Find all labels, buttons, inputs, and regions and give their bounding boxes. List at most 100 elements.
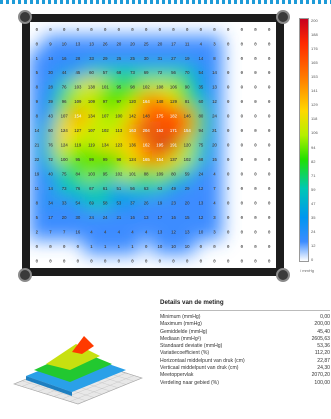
pressure-3d-thumbnail[interactable] bbox=[8, 306, 146, 406]
sensor-value: 14 bbox=[48, 186, 53, 191]
sensor-value: 127 bbox=[74, 128, 82, 133]
sensor-value: 0 bbox=[200, 244, 203, 249]
sensor-value: 63 bbox=[157, 186, 162, 191]
color-scale-tick: 47 bbox=[311, 201, 315, 206]
sensor-value: 20 bbox=[185, 200, 190, 205]
sensor-value: 56 bbox=[171, 70, 176, 75]
sensor-value: 113 bbox=[115, 128, 122, 133]
sensor-value: 0 bbox=[254, 114, 257, 119]
details-label: Maximum (mmHg) bbox=[160, 321, 202, 328]
sensor-value: 75 bbox=[198, 143, 203, 148]
details-title: Details van de meting bbox=[160, 299, 224, 306]
color-scale-tick: 0 bbox=[311, 257, 313, 262]
sensor-value: 76 bbox=[48, 143, 53, 148]
sensor-value: 182 bbox=[170, 114, 178, 119]
sensor-value: 0 bbox=[227, 157, 230, 162]
details-label: Variatiecoefficient (%) bbox=[160, 350, 209, 357]
sensor-value: 84 bbox=[75, 172, 80, 177]
sensor-value: 24 bbox=[89, 215, 94, 220]
sensor-value: 0 bbox=[227, 244, 230, 249]
sensor-value: 0 bbox=[159, 258, 162, 263]
sensor-value: 16 bbox=[171, 215, 176, 220]
sensor-value: 24 bbox=[198, 172, 203, 177]
sensor-value: 33 bbox=[62, 200, 67, 205]
sensor-value: 80 bbox=[198, 114, 203, 119]
sensor-value: 0 bbox=[241, 85, 244, 90]
sensor-value: 16 bbox=[62, 56, 67, 61]
sensor-value: 97 bbox=[116, 99, 121, 104]
sensor-value: 101 bbox=[129, 172, 137, 177]
sensor-value: 57 bbox=[103, 70, 108, 75]
sensor-value: 0 bbox=[36, 27, 39, 32]
sensor-value: 0 bbox=[227, 56, 230, 61]
sensor-value: 72 bbox=[157, 70, 162, 75]
sensor-value: 0 bbox=[241, 41, 244, 46]
sensor-value: 162 bbox=[156, 128, 164, 133]
sensor-value: 30 bbox=[144, 56, 149, 61]
sensor-value: 0 bbox=[241, 99, 244, 104]
sensor-value: 27 bbox=[171, 56, 176, 61]
sensor-value: 37 bbox=[130, 200, 135, 205]
pressure-heatmap[interactable]: 0 0 0 0 0 0 0 0 0 0 0 0 0 0 0 0 0 0 0 9 10 13 13 26 20 20 25 20 17 11… bbox=[30, 22, 276, 268]
pressure-color-scale bbox=[299, 18, 309, 262]
sensor-value: 13 bbox=[198, 200, 203, 205]
sensor-value: 21 bbox=[116, 215, 121, 220]
sensor-value: 34 bbox=[48, 200, 53, 205]
color-scale-tick: 82 bbox=[311, 159, 315, 164]
sensor-value: 14 bbox=[48, 56, 53, 61]
details-row: Mediaan (mmHg²) 2605,63 bbox=[160, 336, 330, 343]
sensor-value: 0 bbox=[254, 41, 257, 46]
sensor-value: 21 bbox=[34, 143, 39, 148]
sensor-value: 0 bbox=[241, 244, 244, 249]
sensor-value: 142 bbox=[129, 114, 137, 119]
sensor-value: 19 bbox=[185, 56, 190, 61]
sensor-value: 10 bbox=[62, 41, 67, 46]
sensor-value: 0 bbox=[227, 215, 230, 220]
sensor-value: 22 bbox=[34, 157, 39, 162]
sensor-value: 10 bbox=[171, 244, 176, 249]
sensor-value: 0 bbox=[227, 70, 230, 75]
sensor-value: 17 bbox=[157, 215, 162, 220]
sensor-value: 63 bbox=[144, 186, 149, 191]
sensor-value: 154 bbox=[74, 114, 82, 119]
sensor-value: 204 bbox=[143, 128, 151, 133]
color-scale-tick: 35 bbox=[311, 215, 315, 220]
sensor-value: 0 bbox=[268, 186, 271, 191]
sensor-value: 0 bbox=[268, 114, 271, 119]
sensor-value: 137 bbox=[170, 157, 178, 162]
sensor-value: 16 bbox=[130, 215, 135, 220]
color-scale-tick: 153 bbox=[311, 74, 318, 79]
sensor-value: 0 bbox=[241, 200, 244, 205]
sensor-value: 68 bbox=[116, 70, 121, 75]
sensor-value: 10 bbox=[198, 229, 203, 234]
mat-corner-bottom-right bbox=[276, 268, 290, 282]
sensor-value: 129 bbox=[170, 99, 178, 104]
sensor-value: 61 bbox=[103, 186, 108, 191]
details-row: Horizontaal middelpunt van druk (cm) 22,8… bbox=[160, 358, 330, 365]
sensor-value: 14 bbox=[212, 70, 217, 75]
sensor-value: 54 bbox=[198, 70, 203, 75]
sensor-value: 44 bbox=[62, 70, 67, 75]
sensor-value: 76 bbox=[75, 186, 80, 191]
sensor-value: 95 bbox=[116, 85, 121, 90]
sensor-value: 0 bbox=[227, 41, 230, 46]
sensor-value: 60 bbox=[48, 128, 53, 133]
sensor-value: 80 bbox=[171, 172, 176, 177]
sensor-value: 0 bbox=[227, 186, 230, 191]
sensor-value: 76 bbox=[62, 85, 67, 90]
sensor-value: 28 bbox=[48, 85, 53, 90]
details-value: 112,20 bbox=[315, 350, 330, 357]
sensor-value: 13 bbox=[89, 41, 94, 46]
sensor-value: 20 bbox=[116, 41, 121, 46]
sensor-value: 0 bbox=[268, 128, 271, 133]
sensor-value: 30 bbox=[48, 70, 53, 75]
sensor-value: 0 bbox=[254, 186, 257, 191]
sensor-value: 0 bbox=[118, 27, 121, 32]
details-label: Minimum (mmHg) bbox=[160, 314, 200, 321]
sensor-value: 154 bbox=[156, 157, 164, 162]
sensor-value: 13 bbox=[157, 229, 162, 234]
sensor-value: 19 bbox=[157, 200, 162, 205]
sensor-value: 138 bbox=[88, 85, 96, 90]
sensor-value: 95 bbox=[103, 172, 108, 177]
sensor-value: 69 bbox=[144, 70, 149, 75]
